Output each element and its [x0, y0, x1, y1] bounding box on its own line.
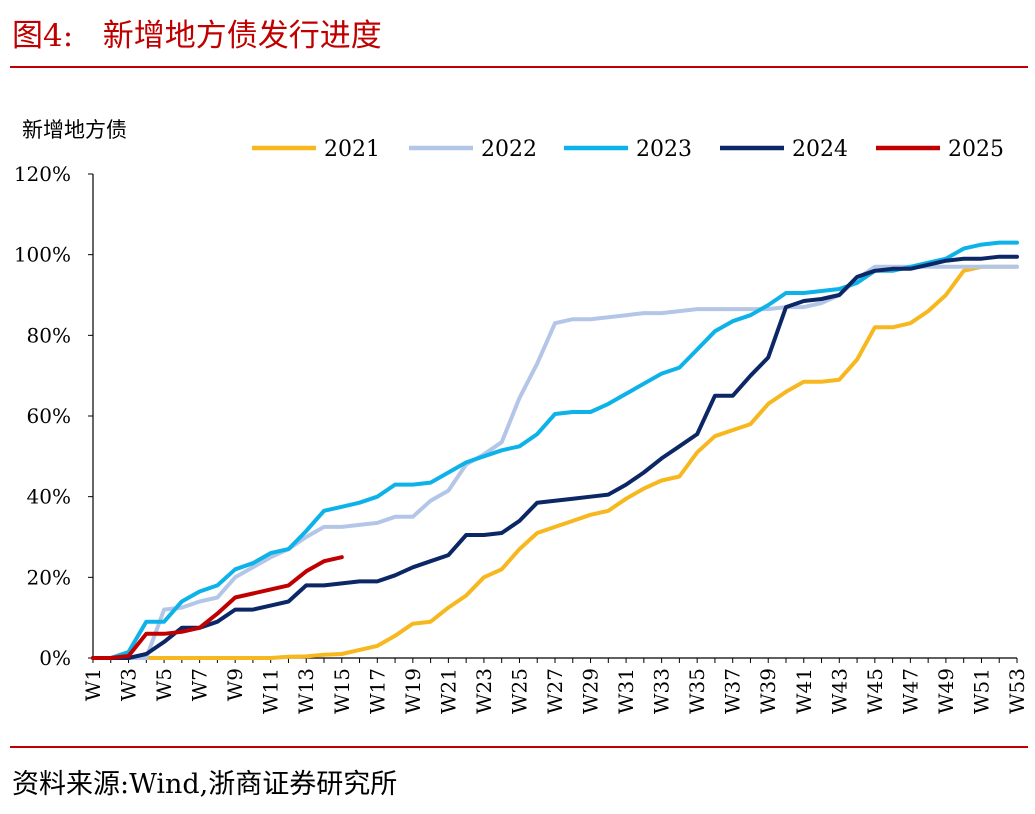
- y-tick-label: 80%: [27, 323, 71, 347]
- x-tick-label: W29: [579, 668, 603, 714]
- legend-label-2023: 2023: [636, 137, 692, 162]
- series-line-2023: [91, 240, 1019, 660]
- x-tick-label: W35: [685, 668, 709, 714]
- x-tick-label: W51: [969, 668, 993, 714]
- legend-label-2021: 2021: [324, 137, 380, 162]
- x-tick-label: W53: [1005, 668, 1029, 714]
- x-tick-label: W33: [650, 668, 674, 714]
- series-line-2021: [91, 264, 1019, 660]
- x-tick-label: W43: [827, 668, 851, 714]
- legend-label-2024: 2024: [792, 137, 848, 162]
- y-tick-label: 120%: [14, 162, 71, 186]
- source-divider: [10, 746, 1028, 748]
- x-tick-label: W3: [117, 668, 141, 701]
- y-axis-title: 新增地方债: [22, 118, 127, 142]
- legend-label-2022: 2022: [481, 137, 537, 162]
- y-tick-label: 60%: [27, 404, 71, 428]
- series-line-2024: [91, 254, 1019, 660]
- x-tick-label: W27: [543, 668, 567, 714]
- x-tick-label: W25: [507, 668, 531, 714]
- x-tick-label: W47: [898, 668, 922, 714]
- x-tick-label: W23: [472, 668, 496, 714]
- x-tick-label: W13: [294, 668, 318, 714]
- x-tick-label: W11: [259, 668, 283, 714]
- x-tick-label: W15: [330, 668, 354, 714]
- figure-title: 图4: 新增地方债发行进度: [12, 18, 382, 54]
- x-tick-label: W39: [756, 668, 780, 714]
- x-tick-label: W31: [614, 668, 638, 714]
- x-tick-label: W5: [152, 668, 176, 701]
- series-line-2025: [91, 555, 344, 660]
- x-tick-label: W45: [863, 668, 887, 714]
- title-divider: [10, 66, 1028, 68]
- x-tick-label: W41: [792, 668, 816, 714]
- y-tick-label: 0%: [39, 646, 71, 670]
- y-tick-label: 40%: [27, 485, 71, 509]
- y-tick-label: 100%: [14, 243, 71, 267]
- y-tick-label: 20%: [27, 565, 71, 589]
- x-tick-label: W1: [81, 668, 105, 701]
- legend-label-2025: 2025: [948, 137, 1004, 162]
- x-tick-label: W17: [365, 668, 389, 714]
- source-note: 资料来源:Wind,浙商证券研究所: [12, 769, 398, 800]
- x-tick-label: W7: [188, 668, 212, 701]
- x-tick-label: W37: [721, 668, 745, 714]
- x-tick-label: W21: [436, 668, 460, 714]
- x-tick-label: W19: [401, 668, 425, 714]
- x-tick-label: W49: [934, 668, 958, 714]
- x-tick-label: W9: [223, 668, 247, 701]
